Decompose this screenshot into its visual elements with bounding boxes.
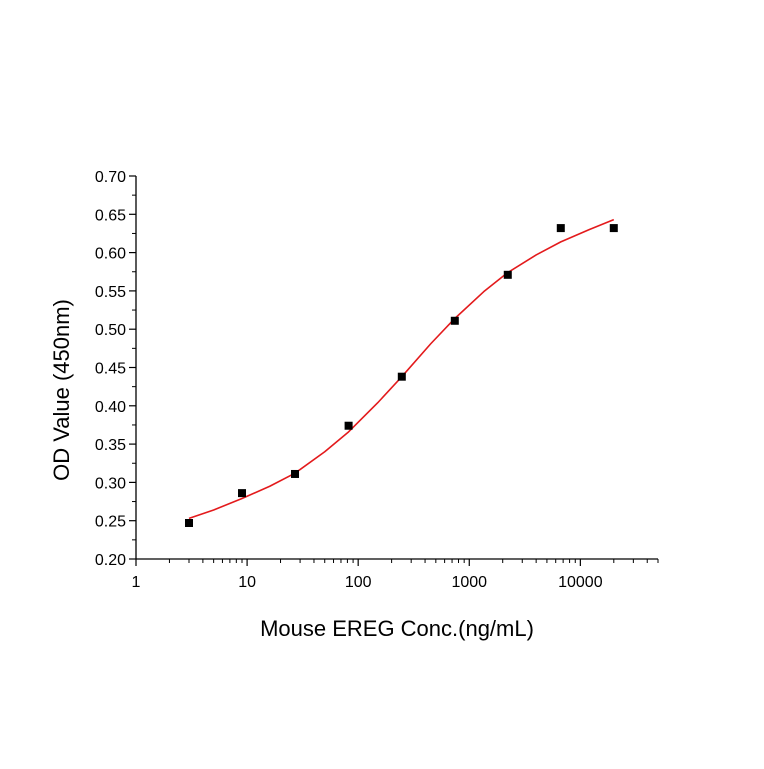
y-tick-label: 0.50 [95, 322, 126, 339]
x-tick-label: 1000 [451, 574, 487, 591]
fit-curve [188, 218, 615, 520]
y-axis-title: OD Value (450nm) [49, 299, 74, 481]
data-point [238, 489, 247, 498]
x-axis-title: Mouse EREG Conc.(ng/mL) [260, 616, 534, 641]
y-tick-label: 0.45 [95, 361, 126, 378]
y-tick-label: 0.55 [95, 284, 126, 301]
y-tick-label: 0.65 [95, 207, 126, 224]
y-tick-label: 0.20 [95, 552, 126, 569]
data-point [185, 519, 193, 527]
y-tick-label: 0.25 [95, 514, 126, 531]
x-tick-label: 100 [345, 574, 372, 591]
y-tick-label: 0.60 [95, 246, 126, 263]
y-tick-label: 0.70 [95, 169, 126, 186]
data-point [609, 224, 618, 233]
data-points-layer [185, 224, 618, 527]
x-tick-label: 10 [238, 574, 256, 591]
data-point [397, 372, 406, 381]
data-point [291, 469, 300, 478]
data-point [503, 270, 512, 279]
data-point [450, 316, 459, 325]
x-tick-label: 1 [132, 574, 141, 591]
data-point [344, 421, 353, 430]
y-tick-label: 0.30 [95, 475, 126, 492]
x-tick-label: 10000 [558, 574, 603, 591]
y-tick-label: 0.35 [95, 437, 126, 454]
fit-curve-layer [188, 218, 615, 520]
data-point [556, 224, 565, 233]
y-tick-label: 0.40 [95, 399, 126, 416]
axes: 0.20 0.25 0.30 0.35 0.40 0.45 0.50 0.55 0.60 0.65… [95, 169, 659, 591]
